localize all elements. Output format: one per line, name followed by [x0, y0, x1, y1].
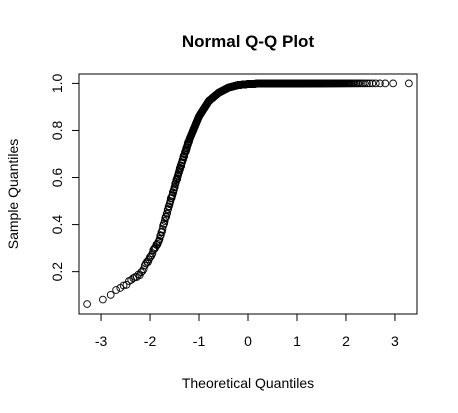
y-tick-label: 0.8	[49, 121, 65, 141]
chart-title: Normal Q-Q Plot	[182, 32, 315, 51]
y-tick-label: 0.4	[49, 215, 65, 235]
y-tick-label: 0.2	[49, 262, 65, 282]
data-point	[129, 274, 138, 282]
data-point	[156, 232, 165, 240]
data-point	[368, 79, 377, 88]
x-tick-label: -3	[95, 333, 108, 349]
data-point	[376, 79, 384, 88]
x-tick-label: 0	[244, 333, 252, 349]
x-tick-label: 3	[391, 333, 399, 349]
data-point	[155, 235, 164, 244]
data-point	[160, 217, 169, 225]
data-point	[357, 79, 365, 88]
data-point	[146, 253, 154, 262]
y-axis: 0.2 0.4 0.6 0.8 1.0	[49, 73, 79, 281]
data-point	[371, 79, 380, 88]
x-tick-label: -1	[193, 333, 206, 349]
data-point	[83, 300, 91, 308]
data-point	[381, 79, 390, 88]
data-point	[405, 79, 413, 88]
y-tick-label: 0.6	[49, 168, 65, 188]
x-tick-label: -2	[144, 333, 157, 349]
data-point	[148, 249, 157, 258]
x-tick-label: 2	[342, 333, 350, 349]
x-axis: -3 -2 -1 0 1 2 3	[95, 313, 399, 349]
data-point	[99, 295, 107, 304]
data-points	[83, 79, 413, 308]
x-tick-label: 1	[293, 333, 301, 349]
data-point	[158, 225, 167, 233]
data-point	[119, 281, 128, 290]
data-point	[389, 79, 397, 88]
y-axis-label: Sample Quantiles	[5, 139, 21, 250]
data-point	[360, 79, 369, 88]
data-point	[365, 79, 374, 88]
data-point	[175, 166, 184, 175]
data-point	[112, 286, 120, 294]
data-point	[122, 280, 131, 289]
data-point	[158, 227, 166, 236]
y-tick-label: 1.0	[49, 73, 65, 93]
data-point	[363, 79, 371, 88]
data-point	[106, 291, 115, 299]
x-axis-label: Theoretical Quantiles	[182, 375, 314, 391]
